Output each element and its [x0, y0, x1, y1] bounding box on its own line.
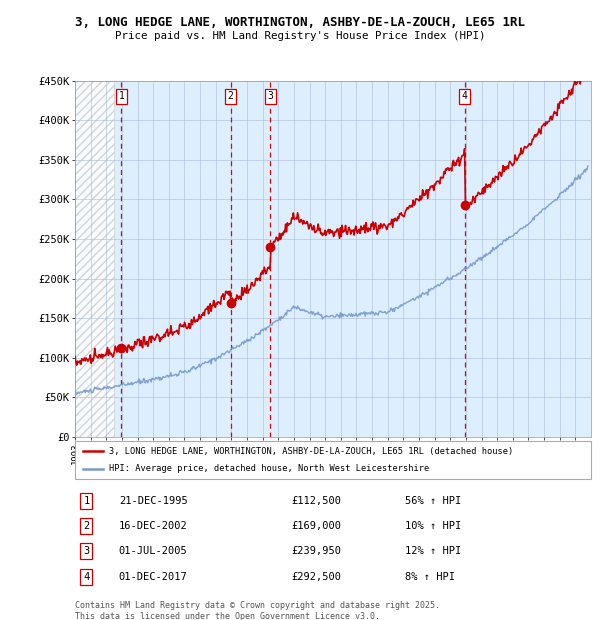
Text: 1: 1 — [119, 91, 124, 102]
FancyBboxPatch shape — [75, 441, 591, 479]
Text: 12% ↑ HPI: 12% ↑ HPI — [405, 546, 461, 556]
Text: 2: 2 — [228, 91, 233, 102]
Text: 01-JUL-2005: 01-JUL-2005 — [119, 546, 188, 556]
Text: Contains HM Land Registry data © Crown copyright and database right 2025.
This d: Contains HM Land Registry data © Crown c… — [75, 601, 440, 620]
Text: 21-DEC-1995: 21-DEC-1995 — [119, 496, 188, 506]
Text: 8% ↑ HPI: 8% ↑ HPI — [405, 572, 455, 582]
Text: £169,000: £169,000 — [292, 521, 342, 531]
Text: 56% ↑ HPI: 56% ↑ HPI — [405, 496, 461, 506]
Text: 16-DEC-2002: 16-DEC-2002 — [119, 521, 188, 531]
Bar — [75, 81, 114, 437]
Text: 10% ↑ HPI: 10% ↑ HPI — [405, 521, 461, 531]
Text: £239,950: £239,950 — [292, 546, 342, 556]
Text: 4: 4 — [462, 91, 467, 102]
Text: £292,500: £292,500 — [292, 572, 342, 582]
Text: £112,500: £112,500 — [292, 496, 342, 506]
Text: 3: 3 — [83, 546, 89, 556]
Text: HPI: Average price, detached house, North West Leicestershire: HPI: Average price, detached house, Nort… — [109, 464, 429, 474]
Text: 4: 4 — [83, 572, 89, 582]
Text: Price paid vs. HM Land Registry's House Price Index (HPI): Price paid vs. HM Land Registry's House … — [115, 31, 485, 41]
Text: 2: 2 — [83, 521, 89, 531]
Text: 3, LONG HEDGE LANE, WORTHINGTON, ASHBY-DE-LA-ZOUCH, LE65 1RL: 3, LONG HEDGE LANE, WORTHINGTON, ASHBY-D… — [75, 16, 525, 29]
Text: 3, LONG HEDGE LANE, WORTHINGTON, ASHBY-DE-LA-ZOUCH, LE65 1RL (detached house): 3, LONG HEDGE LANE, WORTHINGTON, ASHBY-D… — [109, 446, 513, 456]
Text: 1: 1 — [83, 496, 89, 506]
Text: 01-DEC-2017: 01-DEC-2017 — [119, 572, 188, 582]
Text: 3: 3 — [268, 91, 274, 102]
